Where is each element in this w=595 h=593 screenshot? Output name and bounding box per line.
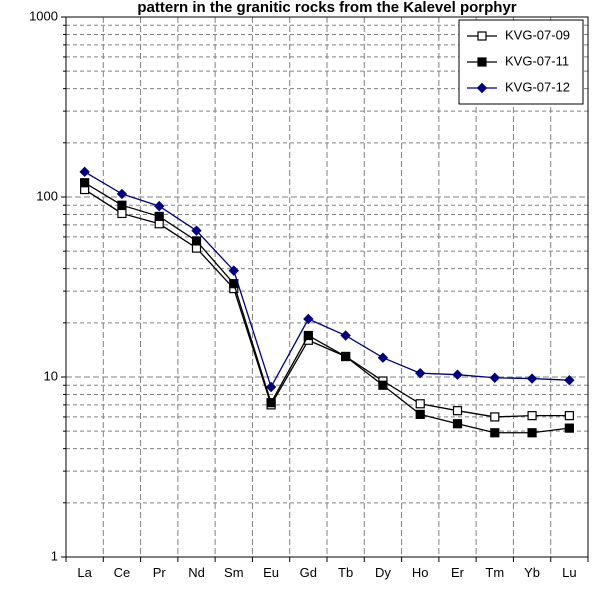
series-line — [84, 171, 570, 389]
data-point — [415, 399, 425, 409]
data-point — [490, 412, 500, 422]
data-point — [80, 178, 90, 188]
data-point — [564, 411, 574, 421]
data-point — [452, 406, 463, 416]
x-tick-label-lu: Lu — [562, 565, 576, 580]
x-tick-label-ce: Ce — [114, 565, 131, 580]
y-tick-label: 100 — [36, 188, 58, 203]
data-point — [564, 374, 575, 386]
series-line — [84, 182, 570, 434]
data-point — [415, 367, 426, 379]
data-point — [490, 428, 500, 438]
data-point — [79, 166, 90, 178]
y-tick-label: 10 — [44, 368, 58, 383]
data-point — [154, 200, 165, 212]
data-point — [452, 369, 463, 380]
legend-label: KVG-07-11 — [505, 53, 569, 68]
data-point — [564, 423, 574, 433]
y-tick-label: 1 — [51, 548, 58, 563]
series-kvg-07-11 — [80, 178, 574, 438]
data-point — [265, 381, 277, 393]
data-point — [228, 265, 239, 276]
data-point — [191, 225, 202, 236]
legend-label: KVG-07-09 — [505, 27, 570, 42]
data-point — [266, 398, 276, 408]
x-tick-label-ho: Ho — [412, 565, 429, 580]
legend-swatch-marker — [477, 31, 487, 41]
series-kvg-07-12 — [79, 166, 575, 393]
data-point — [527, 411, 537, 421]
x-tick-label-gd: Gd — [300, 565, 317, 580]
data-point — [191, 236, 202, 246]
y-tick-label: 1000 — [29, 8, 58, 23]
data-point — [117, 200, 127, 210]
data-point — [526, 373, 538, 384]
data-point — [340, 330, 351, 341]
x-tick-label-eu: Eu — [263, 565, 279, 580]
data-point — [527, 428, 537, 438]
data-point — [415, 409, 425, 419]
data-point — [303, 313, 314, 325]
legend-label: KVG-07-12 — [505, 79, 570, 94]
x-tick-label-pr: Pr — [153, 565, 167, 580]
data-point — [154, 211, 164, 222]
data-point — [378, 380, 388, 390]
x-tick-label-tb: Tb — [338, 565, 353, 580]
data-point — [452, 419, 463, 429]
x-tick-label-yb: Yb — [524, 565, 540, 580]
x-tick-label-nd: Nd — [188, 565, 205, 580]
legend-swatch-marker — [477, 57, 487, 67]
data-point — [303, 330, 313, 341]
x-tick-label-sm: Sm — [224, 565, 244, 580]
data-point — [117, 208, 127, 219]
data-point — [377, 352, 389, 363]
series-layer — [79, 166, 575, 438]
x-tick-label-la: La — [77, 565, 92, 580]
axes: 1 10 100 1000 La Ce Pr Nd Sm Eu Gd Tb Dy Ho Er Tm Yb Lu — [29, 8, 589, 580]
x-tick-label-tm: Tm — [485, 565, 504, 580]
x-tick-label-er: Er — [451, 565, 465, 580]
legend-swatch-marker — [476, 82, 488, 94]
x-tick-label-dy: Dy — [375, 565, 391, 580]
data-point — [341, 351, 351, 362]
data-point — [116, 188, 128, 200]
series-line — [84, 189, 570, 418]
data-point — [489, 372, 500, 383]
legend: KVG-07-09 KVG-07-11 KVG-07-12 — [458, 19, 584, 105]
chart-title: pattern in the granitic rocks from the K… — [137, 0, 516, 16]
